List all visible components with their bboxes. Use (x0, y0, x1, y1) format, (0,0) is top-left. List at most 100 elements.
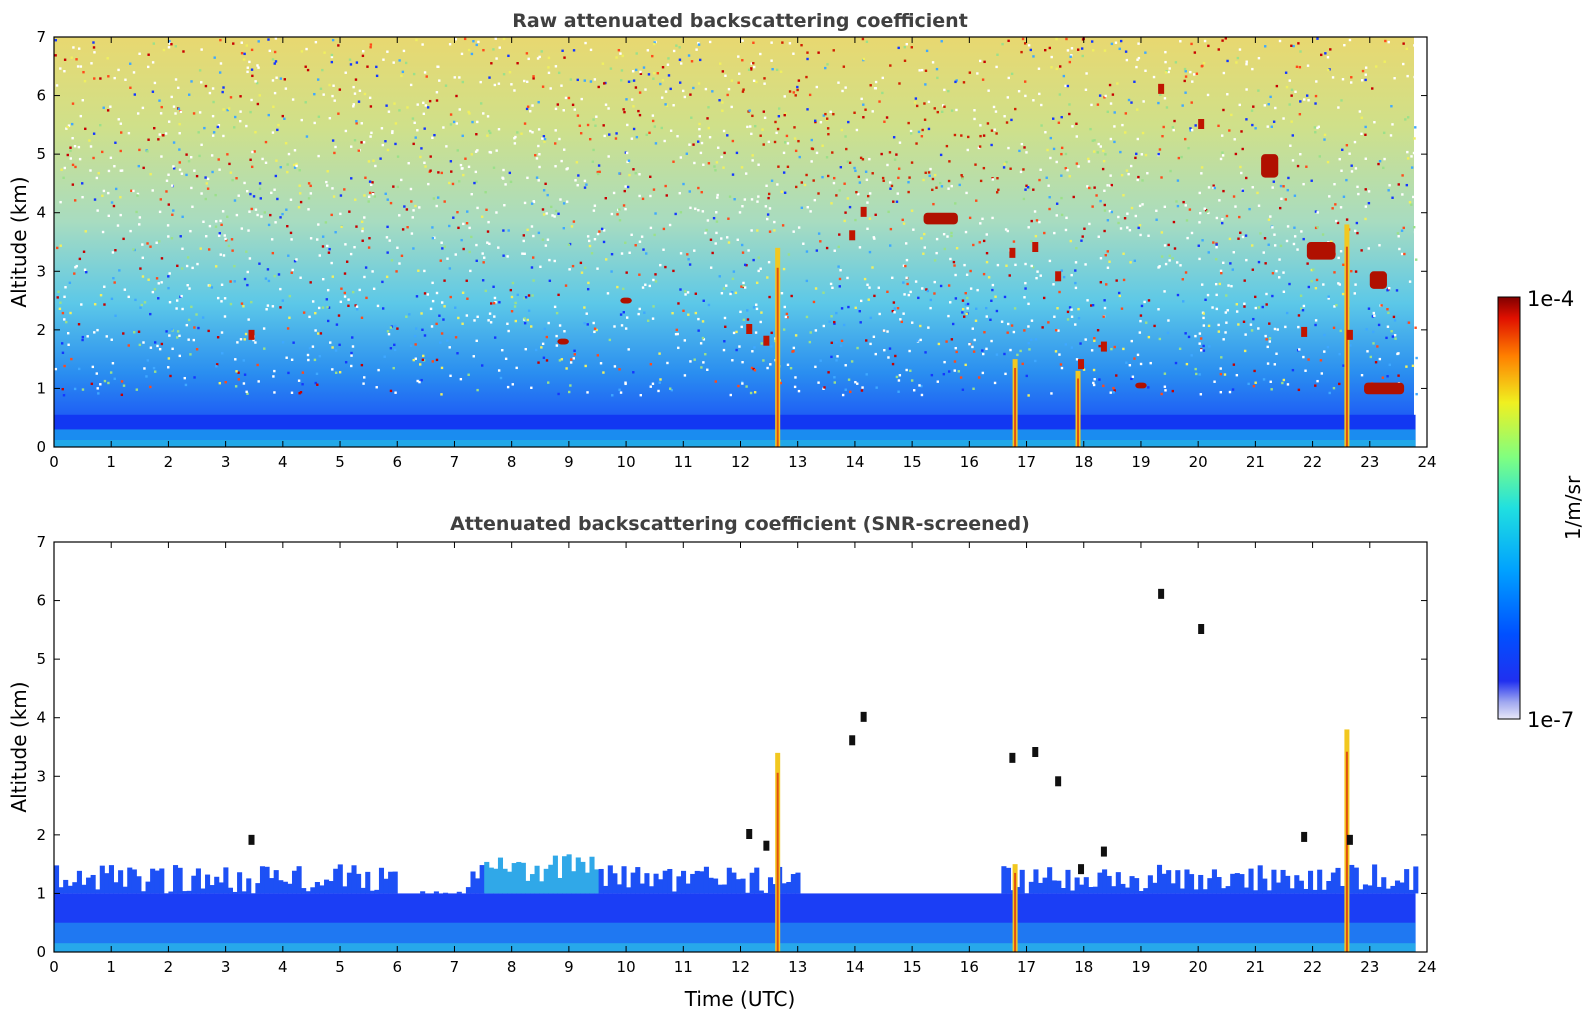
noise-pixel (573, 349, 576, 352)
noise-pixel (344, 71, 347, 74)
noise-pixel (714, 169, 717, 172)
noise-pixel (593, 204, 597, 207)
noise-pixel (174, 112, 177, 115)
noise-pixel (1407, 321, 1411, 324)
noise-pixel (617, 48, 621, 52)
noise-pixel (1275, 352, 1278, 355)
noise-pixel (660, 126, 663, 130)
noise-pixel (1138, 204, 1142, 208)
noise-pixel (1367, 247, 1370, 250)
noise-pixel (285, 356, 288, 359)
noise-pixel (452, 216, 455, 219)
noise-pixel (473, 319, 476, 322)
noise-pixel (726, 134, 729, 137)
noise-pixel (57, 290, 60, 293)
aerosol-edge (1193, 889, 1199, 894)
aerosol-edge (1367, 885, 1373, 894)
noise-pixel (1390, 330, 1393, 333)
noise-pixel (1064, 167, 1067, 170)
noise-pixel (379, 157, 382, 160)
noise-pixel (835, 311, 838, 315)
noise-pixel (476, 120, 479, 124)
noise-pixel (1025, 151, 1028, 154)
noise-pixel (392, 366, 395, 370)
noise-pixel (790, 294, 793, 298)
noise-pixel (1364, 188, 1367, 191)
noise-pixel (1408, 280, 1412, 283)
noise-pixel (1122, 252, 1125, 255)
noise-pixel (894, 354, 897, 358)
noise-pixel (1356, 185, 1359, 189)
noise-pixel (645, 252, 648, 255)
noise-pixel (1394, 337, 1397, 340)
noise-pixel (129, 86, 132, 89)
noise-pixel (825, 246, 829, 250)
aerosol-edge (200, 888, 206, 894)
noise-pixel (395, 270, 398, 273)
noise-pixel (559, 198, 562, 201)
noise-pixel (1222, 261, 1225, 265)
noise-pixel (193, 326, 196, 329)
noise-pixel (1138, 224, 1142, 227)
noise-pixel (915, 142, 918, 145)
colorbar: 1e-4 1e-7 1/m/sr (1497, 287, 1585, 732)
noise-pixel (1221, 221, 1224, 225)
noise-pixel (1144, 69, 1147, 72)
noise-pixel (322, 93, 325, 96)
noise-pixel (462, 222, 465, 226)
noise-pixel (558, 137, 561, 141)
noise-pixel (798, 155, 801, 159)
noise-pixel (271, 58, 275, 61)
noise-pixel (355, 61, 359, 64)
noise-pixel (855, 190, 858, 194)
noise-pixel (1110, 183, 1113, 187)
noise-pixel (495, 211, 498, 214)
noise-pixel (808, 340, 812, 344)
noise-pixel (1108, 209, 1112, 213)
top-x-tick-label: 2 (164, 453, 174, 471)
noise-pixel (747, 68, 751, 72)
noise-pixel (70, 56, 73, 59)
noise-pixel (216, 336, 220, 339)
noise-pixel (969, 269, 972, 273)
noise-pixel (184, 383, 188, 387)
noise-pixel (1252, 384, 1256, 388)
noise-pixel (975, 199, 978, 202)
aerosol-edge (1275, 882, 1282, 894)
noise-pixel (931, 188, 934, 192)
noise-pixel (192, 338, 196, 342)
noise-pixel (1257, 56, 1261, 60)
noise-pixel (302, 311, 306, 314)
noise-pixel (73, 199, 77, 202)
noise-pixel (504, 183, 507, 186)
noise-pixel (1267, 103, 1270, 106)
noise-pixel (1289, 144, 1292, 147)
noise-pixel (457, 316, 460, 320)
noise-pixel (1105, 283, 1108, 286)
noise-pixel (77, 367, 81, 371)
noise-pixel (178, 148, 181, 151)
noise-pixel (354, 304, 357, 307)
noise-pixel (1070, 54, 1073, 57)
noise-pixel (1339, 206, 1343, 209)
noise-pixel (109, 105, 112, 108)
noise-pixel (1070, 308, 1073, 311)
noise-pixel (542, 213, 546, 216)
top-x-tick-label: 9 (564, 453, 574, 471)
noise-pixel (572, 49, 576, 52)
noise-pixel (1133, 259, 1137, 262)
noise-pixel (521, 252, 524, 255)
aerosol-edge (1184, 869, 1190, 894)
noise-pixel (544, 182, 547, 186)
noise-pixel (413, 121, 416, 125)
noise-pixel (109, 156, 113, 160)
noise-pixel (716, 196, 719, 199)
noise-pixel (321, 245, 325, 248)
cloud-patch (1306, 242, 1336, 260)
noise-pixel (400, 74, 403, 77)
noise-pixel (1191, 80, 1194, 83)
noise-pixel (1307, 99, 1310, 102)
noise-pixel (742, 284, 745, 288)
noise-pixel (1388, 363, 1392, 367)
noise-pixel (995, 65, 998, 69)
